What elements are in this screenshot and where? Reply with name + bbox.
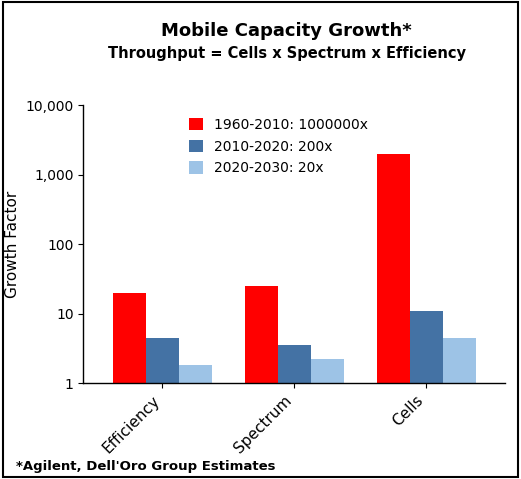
Bar: [410, 311, 443, 479]
Legend: 1960-2010: 1000000x, 2010-2020: 200x, 2020-2030: 20x: 1960-2010: 1000000x, 2010-2020: 200x, 20…: [183, 112, 373, 181]
Bar: [311, 359, 344, 479]
Text: *Agilent, Dell'Oro Group Estimates: *Agilent, Dell'Oro Group Estimates: [16, 460, 275, 473]
Text: Throughput = Cells x Spectrum x Efficiency: Throughput = Cells x Spectrum x Efficien…: [107, 46, 466, 60]
Bar: [113, 293, 146, 479]
Bar: [179, 365, 212, 479]
Bar: [146, 338, 179, 479]
Y-axis label: Growth Factor: Growth Factor: [5, 191, 20, 298]
Bar: [245, 286, 278, 479]
Bar: [278, 345, 311, 479]
Text: Mobile Capacity Growth*: Mobile Capacity Growth*: [161, 22, 412, 40]
Bar: [377, 154, 410, 479]
Bar: [443, 338, 476, 479]
